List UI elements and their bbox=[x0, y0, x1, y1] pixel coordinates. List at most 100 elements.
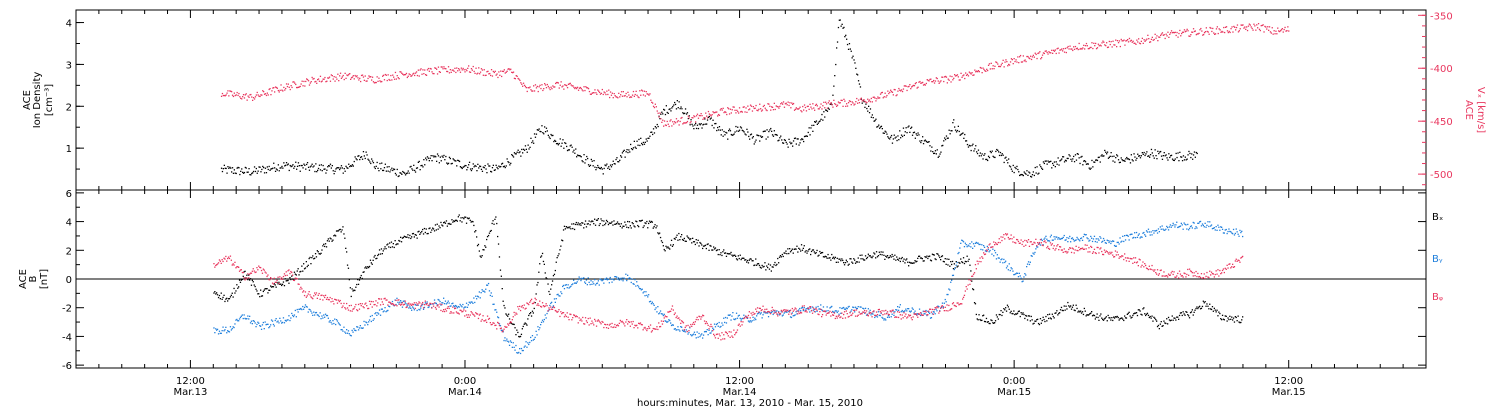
top-series-1-point bbox=[360, 80, 362, 83]
top-series-0-point bbox=[1104, 149, 1106, 152]
top-series-0-point bbox=[798, 144, 800, 146]
top-series-0-point bbox=[441, 155, 443, 157]
top-series-0-point bbox=[419, 169, 421, 171]
bottom-series-0-point bbox=[999, 314, 1001, 316]
bottom-series-1-point bbox=[1017, 276, 1020, 278]
bottom-series-0-point bbox=[417, 231, 419, 233]
bottom-series-1-point bbox=[488, 290, 491, 292]
bottom-series-1-point bbox=[287, 319, 289, 321]
bottom-series-0-point bbox=[1185, 311, 1187, 313]
bottom-series-0-point bbox=[741, 257, 743, 259]
top-series-1-point bbox=[698, 114, 700, 117]
top-series-1-point bbox=[943, 80, 945, 83]
top-series-1-point bbox=[912, 84, 915, 87]
bottom-series-0-point bbox=[587, 223, 589, 225]
top-series-1-point bbox=[1117, 42, 1120, 44]
bottom-series-2-point bbox=[675, 316, 677, 319]
top-series-1-point bbox=[670, 119, 672, 121]
top-series-0-point bbox=[731, 134, 733, 136]
top-series-1-point bbox=[693, 115, 695, 117]
bottom-series-1-point bbox=[707, 334, 709, 336]
bottom-series-2-point bbox=[502, 330, 504, 332]
top-series-1-point bbox=[787, 101, 789, 103]
bottom-series-1-point bbox=[353, 328, 355, 330]
top-series-0-point bbox=[1101, 154, 1103, 156]
top-series-1-point bbox=[449, 69, 451, 71]
bottom-series-0-point bbox=[688, 237, 690, 239]
bottom-series-1-point bbox=[1109, 240, 1111, 242]
top-series-1-point bbox=[563, 88, 565, 90]
top-series-0-point bbox=[725, 131, 727, 134]
top-series-0-point bbox=[715, 122, 717, 125]
bottom-series-0-point bbox=[1216, 309, 1218, 311]
top-series-1-point bbox=[380, 81, 382, 83]
bottom-series-1-point bbox=[222, 326, 224, 328]
bottom-series-1-point bbox=[926, 314, 928, 317]
top-series-1-point bbox=[431, 71, 433, 73]
bottom-series-2-point bbox=[677, 317, 679, 320]
bottom-series-1-point bbox=[218, 330, 221, 332]
bottom-series-1-point bbox=[1234, 232, 1236, 235]
bottom-series-2-point bbox=[327, 298, 329, 301]
top-series-0-point bbox=[808, 127, 810, 129]
top-series-1-point bbox=[751, 110, 754, 112]
bottom-series-1-point bbox=[1074, 239, 1076, 242]
top-series-1-point bbox=[992, 65, 994, 67]
top-series-1-point bbox=[759, 103, 761, 105]
top-series-0-point bbox=[797, 138, 799, 140]
top-series-1-point bbox=[1159, 36, 1161, 38]
bottom-series-0-point bbox=[288, 282, 290, 284]
bottom-series-1-point bbox=[1058, 237, 1060, 239]
top-series-0-point bbox=[230, 167, 232, 169]
top-series-1-point bbox=[847, 102, 850, 104]
bottom-series-2-point bbox=[577, 322, 579, 324]
bottom-series-1-point bbox=[347, 330, 350, 332]
bottom-series-0-point bbox=[273, 283, 275, 285]
top-series-0-point bbox=[705, 123, 707, 125]
bottom-series-1-point bbox=[460, 305, 462, 307]
top-series-1-point bbox=[1103, 41, 1105, 43]
top-series-1-point bbox=[892, 94, 894, 96]
bottom-series-1-point bbox=[565, 284, 567, 286]
top-series-0-point bbox=[349, 165, 351, 168]
top-series-1-point bbox=[658, 116, 660, 118]
bottom-series-1-point bbox=[1022, 280, 1024, 282]
bottom-series-0-point bbox=[1221, 314, 1224, 316]
top-series-0-point bbox=[974, 148, 976, 150]
bottom-series-0-point bbox=[868, 255, 870, 257]
top-series-1-point bbox=[1029, 57, 1031, 60]
bottom-series-1-point bbox=[412, 307, 415, 309]
top-series-1-point bbox=[491, 75, 494, 77]
top-series-0-point bbox=[1084, 161, 1087, 163]
bottom-series-2-point bbox=[408, 302, 410, 304]
top-series-0-point bbox=[395, 174, 397, 176]
bottom-series-1-point bbox=[522, 349, 524, 352]
top-series-0-point bbox=[522, 152, 524, 154]
bottom-series-0-point bbox=[623, 225, 625, 227]
bottom-series-0-point bbox=[978, 314, 980, 316]
top-series-1-point bbox=[1205, 27, 1207, 29]
bottom-series-0-point bbox=[447, 223, 449, 225]
bottom-series-0-point bbox=[1153, 316, 1155, 318]
bottom-series-1-point bbox=[1073, 240, 1075, 242]
top-series-1-point bbox=[815, 103, 818, 105]
bottom-series-0-point bbox=[993, 322, 995, 324]
top-series-0-point bbox=[1139, 157, 1142, 159]
top-series-1-point bbox=[597, 89, 599, 91]
bottom-series-2-point bbox=[612, 326, 614, 329]
bottom-series-1-point bbox=[1123, 240, 1125, 243]
bottom-series-0-point bbox=[800, 244, 803, 246]
top-series-1-point bbox=[1282, 31, 1284, 33]
top-series-0-point bbox=[291, 165, 293, 167]
top-series-0-point bbox=[363, 155, 365, 157]
bottom-series-1-point bbox=[729, 314, 731, 316]
bottom-series-2-point bbox=[622, 321, 624, 324]
bottom-series-0-point bbox=[271, 286, 274, 288]
bottom-series-0-point bbox=[372, 259, 374, 261]
bottom-series-2-point bbox=[421, 303, 423, 305]
top-series-1-point bbox=[706, 117, 709, 119]
top-series-1-point bbox=[1005, 59, 1007, 61]
bottom-series-2-point bbox=[512, 316, 514, 318]
top-series-0-point bbox=[505, 165, 507, 167]
bottom-series-0-point bbox=[757, 263, 760, 265]
